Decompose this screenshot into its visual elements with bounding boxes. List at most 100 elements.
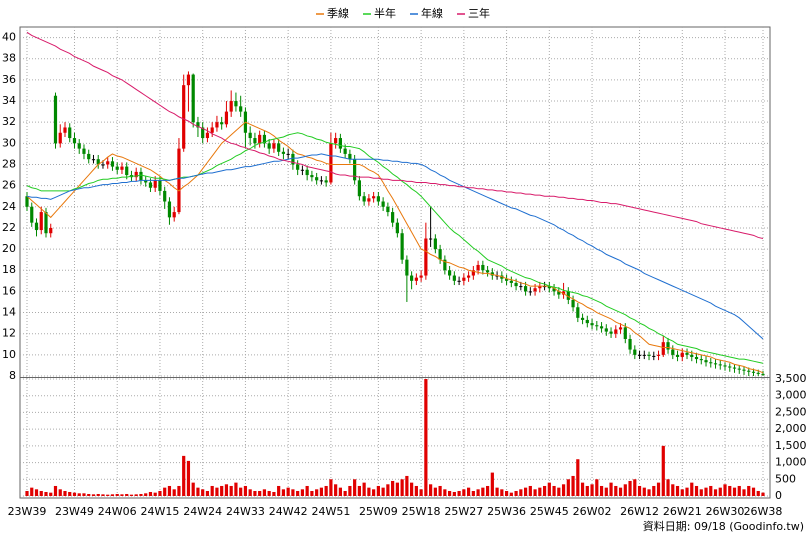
candle-body (205, 132, 210, 139)
candle-body (25, 196, 29, 207)
candle-body (120, 166, 124, 170)
candle-body (490, 272, 494, 276)
volume-bar (471, 490, 475, 496)
candle-body (319, 180, 323, 182)
candle-body (296, 164, 300, 170)
volume-bar (614, 485, 618, 496)
candle-body (77, 143, 81, 149)
volume-bar (585, 485, 589, 496)
candle-body (618, 327, 623, 330)
volume-bar (604, 487, 608, 496)
legend-label: 年線 (421, 6, 443, 20)
y2-tick-label: 500 (775, 472, 796, 485)
candle-body (429, 238, 433, 240)
candle-body (628, 338, 632, 350)
y-tick-label: 26 (2, 179, 16, 192)
volume-bar (528, 485, 532, 496)
volume-bar (215, 487, 219, 496)
x-tick-label: 26W02 (573, 505, 612, 518)
candle-body (462, 277, 466, 281)
candle-body (253, 138, 257, 144)
candle-body (353, 159, 357, 181)
candle-body (177, 148, 181, 213)
candle-body (590, 323, 594, 326)
volume-bar (158, 490, 162, 496)
candle-body (666, 342, 670, 350)
legend-label: 三年 (468, 6, 490, 20)
candle-body (305, 169, 309, 176)
x-tick-label: 25W27 (444, 505, 483, 518)
volume-bar (63, 490, 67, 496)
volume-bar (690, 482, 694, 496)
volume-bar (148, 491, 153, 496)
ma-line (26, 153, 764, 340)
x-tick-label: 24W06 (98, 505, 137, 518)
candle-body (538, 286, 542, 289)
x-tick-label: 24W33 (226, 505, 265, 518)
candle-body (680, 352, 684, 357)
candle-body (481, 264, 485, 271)
y-tick-label: 30 (2, 136, 16, 149)
candle-body (400, 233, 404, 260)
candle-body (443, 259, 447, 271)
candle-body (438, 249, 442, 260)
volume-bar (348, 485, 352, 496)
x-tick-label: 23W49 (55, 505, 94, 518)
volume-bar (82, 493, 86, 496)
volume-bar (281, 489, 286, 496)
volume-bar (87, 493, 91, 496)
candle-body (395, 222, 399, 234)
volume-bar (395, 482, 399, 496)
volume-bar (557, 487, 561, 496)
volume-bar (139, 493, 143, 496)
volume-bar (756, 490, 760, 496)
candle-body (405, 259, 409, 276)
volume-bar (229, 485, 233, 496)
volume-bar (476, 489, 480, 496)
y-tick-label: 38 (2, 52, 16, 65)
ma-line (26, 121, 764, 374)
volume-bar (220, 485, 224, 496)
legend-label: 季線 (327, 6, 349, 20)
y-tick-label: 28 (2, 157, 16, 170)
candle-body (300, 169, 305, 171)
candle-body (433, 238, 437, 250)
candle-body (704, 360, 708, 363)
candle-body (737, 368, 741, 370)
volume-bar (129, 494, 134, 496)
candle-body (585, 319, 589, 324)
candle-body (144, 180, 148, 183)
volume-bar (96, 493, 100, 496)
x-tick-label: 25W36 (487, 505, 526, 518)
volume-bar (291, 489, 295, 496)
candle-body (148, 182, 153, 188)
candle-body (49, 227, 53, 234)
candle-body (34, 222, 39, 231)
candle-body (723, 365, 727, 367)
y-tick-label: 14 (2, 306, 16, 319)
candle-body (523, 286, 528, 292)
volume-bar (429, 484, 433, 496)
volume-bar (34, 489, 39, 496)
x-tick-label: 24W24 (183, 505, 222, 518)
y-tick-label: 34 (2, 94, 16, 107)
candle-body (376, 196, 380, 202)
volume-bar (334, 484, 338, 496)
x-tick-label: 26W30 (706, 505, 745, 518)
candle-body (239, 106, 243, 112)
volume-bar (414, 485, 418, 496)
candle-body (566, 291, 570, 300)
x-tick-label: 25W18 (402, 505, 441, 518)
volume-bar (438, 485, 442, 496)
volume-bar (362, 482, 366, 496)
candle-body (210, 127, 214, 133)
volume-bar (732, 487, 737, 496)
volume-bar (481, 487, 485, 496)
volume-bar (656, 482, 661, 496)
volume-bar (234, 482, 238, 496)
volume-bar (191, 482, 195, 496)
volume-bar (628, 480, 632, 496)
candle-body (125, 166, 129, 176)
candle-body (709, 362, 713, 364)
y2-tick-label: 0 (775, 489, 782, 502)
